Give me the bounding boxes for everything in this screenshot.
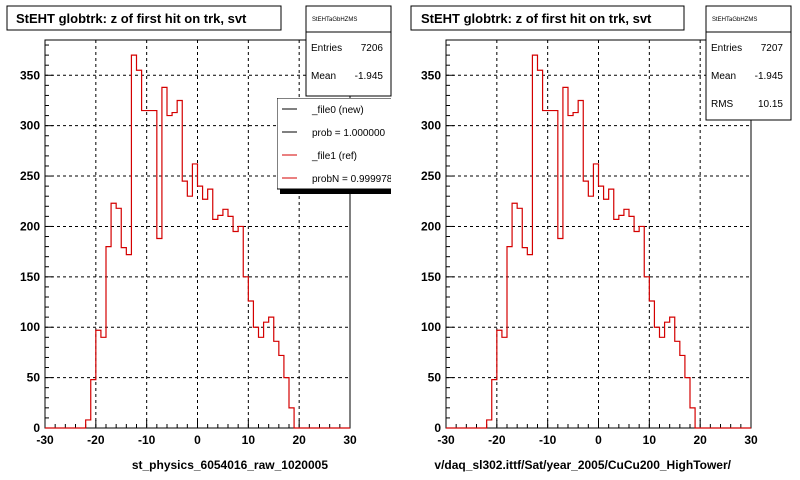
legend-label-prob: prob = 1.000000 <box>312 128 386 139</box>
x-tick-label: -30 <box>36 433 54 447</box>
x-axis-title-1: st_physics_6054016_raw_1020005 <box>132 458 328 472</box>
legend-label-new: _file0 (new) <box>311 105 364 116</box>
x-tick-label: 10 <box>643 433 657 447</box>
histogram-ref <box>45 54 350 429</box>
x-tick-label: 0 <box>194 433 201 447</box>
y-tick-label: 50 <box>428 371 442 385</box>
title-box-2 <box>410 5 685 31</box>
stats-rms-value-2: 10.15 <box>758 99 783 110</box>
y-tick-label: 300 <box>421 119 441 133</box>
legend-label-probn: probN = 0.999978 <box>312 174 393 185</box>
legend-1: _file0 (new) prob = 1.000000 _file1 (ref… <box>277 98 393 194</box>
legend-label-ref: _file1 (ref) <box>311 151 357 162</box>
x-tick-label: -10 <box>138 433 156 447</box>
x-tick-label: -30 <box>437 433 455 447</box>
stats-rms-label-2: RMS <box>711 99 734 110</box>
stats-entries-label-2: Entries <box>711 43 742 54</box>
y-tick-label: 300 <box>20 119 40 133</box>
histogram-ref <box>446 54 751 429</box>
x-tick-label: 20 <box>292 433 306 447</box>
y-tick-label: 350 <box>20 68 40 82</box>
y-tick-label: 100 <box>20 320 40 334</box>
stats-entries-value-1: 7206 <box>361 43 384 54</box>
stats-box-1 <box>305 5 392 97</box>
stats-name-2: StEHTaGbHZMS <box>712 17 757 23</box>
y-tick-label: 150 <box>421 270 441 284</box>
y-tick-label: 100 <box>421 320 441 334</box>
panel-2: StEHT globtrk: z of first hit on trk, sv… <box>410 5 792 472</box>
x-tick-label: -20 <box>87 433 105 447</box>
y-tick-label: 0 <box>33 421 40 435</box>
title-box-1 <box>6 5 282 31</box>
y-tick-label: 350 <box>421 68 441 82</box>
y-tick-label: 250 <box>421 169 441 183</box>
y-tick-label: 0 <box>434 421 441 435</box>
stats-entries-value-2: 7207 <box>761 43 784 54</box>
panel-1: StEHT globtrk: z of first hit on trk, sv… <box>6 5 393 472</box>
x-tick-label: 0 <box>595 433 602 447</box>
stats-box-2 <box>705 5 792 121</box>
x-tick-label: 10 <box>242 433 256 447</box>
stats-mean-value-1: -1.945 <box>355 71 384 82</box>
chart-title-2: StEHT globtrk: z of first hit on trk, sv… <box>421 11 652 26</box>
y-tick-label: 200 <box>20 219 40 233</box>
y-tick-label: 250 <box>20 169 40 183</box>
stats-mean-value-2: -1.945 <box>755 71 784 82</box>
stats-mean-label-1: Mean <box>311 71 336 82</box>
x-axis-title-2: v/daq_sl302.ittf/Sat/year_2005/CuCu200_H… <box>434 458 731 472</box>
y-tick-label: 150 <box>20 270 40 284</box>
x-tick-label: 20 <box>693 433 707 447</box>
stats-name-1: StEHTaGbHZMS <box>312 17 357 23</box>
x-tick-label: 30 <box>343 433 357 447</box>
y-tick-label: 200 <box>421 219 441 233</box>
x-tick-label: -20 <box>488 433 506 447</box>
y-tick-label: 50 <box>27 371 41 385</box>
chart-title-1: StEHT globtrk: z of first hit on trk, sv… <box>16 11 247 26</box>
x-tick-label: -10 <box>539 433 557 447</box>
stats-mean-label-2: Mean <box>711 71 736 82</box>
stats-entries-label-1: Entries <box>311 43 342 54</box>
x-tick-label: 30 <box>744 433 758 447</box>
